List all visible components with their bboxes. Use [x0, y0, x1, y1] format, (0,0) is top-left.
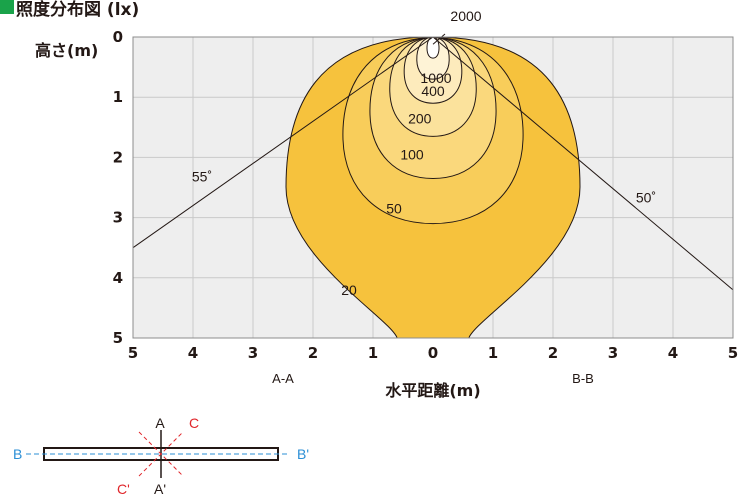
contour-label-1000: 1000 — [420, 70, 451, 86]
orientation-key: A A' B B' C C' — [13, 415, 309, 497]
chart-labels: 高さ(m)水平距離(m)A-A B-B2050100200400100020005… — [35, 8, 656, 400]
x-tick-label: 3 — [248, 344, 258, 362]
isolux-contours — [285, 33, 581, 339]
key-label-a: A — [155, 415, 165, 431]
contour-label-2000: 2000 — [450, 8, 481, 24]
y-tick-label: 4 — [113, 269, 123, 287]
y-tick-label: 1 — [113, 88, 123, 106]
chart-title: 照度分布図 (lx) — [16, 0, 140, 20]
beam-angle-lines — [132, 36, 734, 291]
x-tick-label: 4 — [188, 344, 198, 362]
key-label-b-prime: B' — [297, 446, 309, 462]
x-tick-label: 3 — [608, 344, 618, 362]
contour-label-100: 100 — [400, 146, 424, 162]
section-line-c-cross — [138, 431, 184, 477]
contour-label-200: 200 — [408, 110, 432, 126]
key-label-b: B — [13, 446, 22, 462]
title-marker-square — [0, 0, 14, 14]
x-tick-label: 1 — [488, 344, 498, 362]
key-label-c-prime: C' — [117, 481, 130, 497]
contour-label-400: 400 — [421, 83, 445, 99]
plot-frame — [132, 36, 734, 339]
x-tick-label: 0 — [428, 344, 438, 362]
beam-line-right — [432, 36, 734, 291]
contour-2000-leader — [432, 33, 446, 45]
x-axis-ticks: 5 4 3 2 1 0 1 2 3 4 5 — [128, 344, 738, 362]
y-tick-label: 2 — [113, 148, 123, 166]
x-tick-label: 1 — [368, 344, 378, 362]
x-tick-label: 2 — [308, 344, 318, 362]
beam-line-left — [132, 36, 434, 249]
y-axis-title: 高さ(m) — [35, 41, 98, 60]
y-tick-label: 3 — [113, 209, 123, 227]
x-tick-label: 2 — [548, 344, 558, 362]
key-label-c: C — [189, 415, 199, 431]
x-axis-title: 水平距離(m) — [385, 381, 480, 400]
beam-angle-label-right: 50˚ — [636, 190, 656, 206]
x-tick-label: 4 — [668, 344, 678, 362]
section-label-b-b: B-B — [572, 371, 594, 386]
x-tick-label: 5 — [128, 344, 138, 362]
contour-label-50: 50 — [386, 201, 402, 217]
section-label-a-a: A-A — [272, 371, 294, 386]
chart-title-bar: 照度分布図 (lx) — [0, 0, 139, 20]
x-tick-label: 5 — [728, 344, 738, 362]
y-tick-label: 0 — [113, 28, 123, 46]
y-tick-label: 5 — [113, 329, 123, 347]
beam-angle-label-left: 55˚ — [192, 168, 212, 184]
key-label-a-prime: A' — [154, 481, 166, 497]
y-axis-ticks: 0 1 2 3 4 5 — [113, 28, 123, 347]
contour-label-20: 20 — [341, 282, 357, 298]
